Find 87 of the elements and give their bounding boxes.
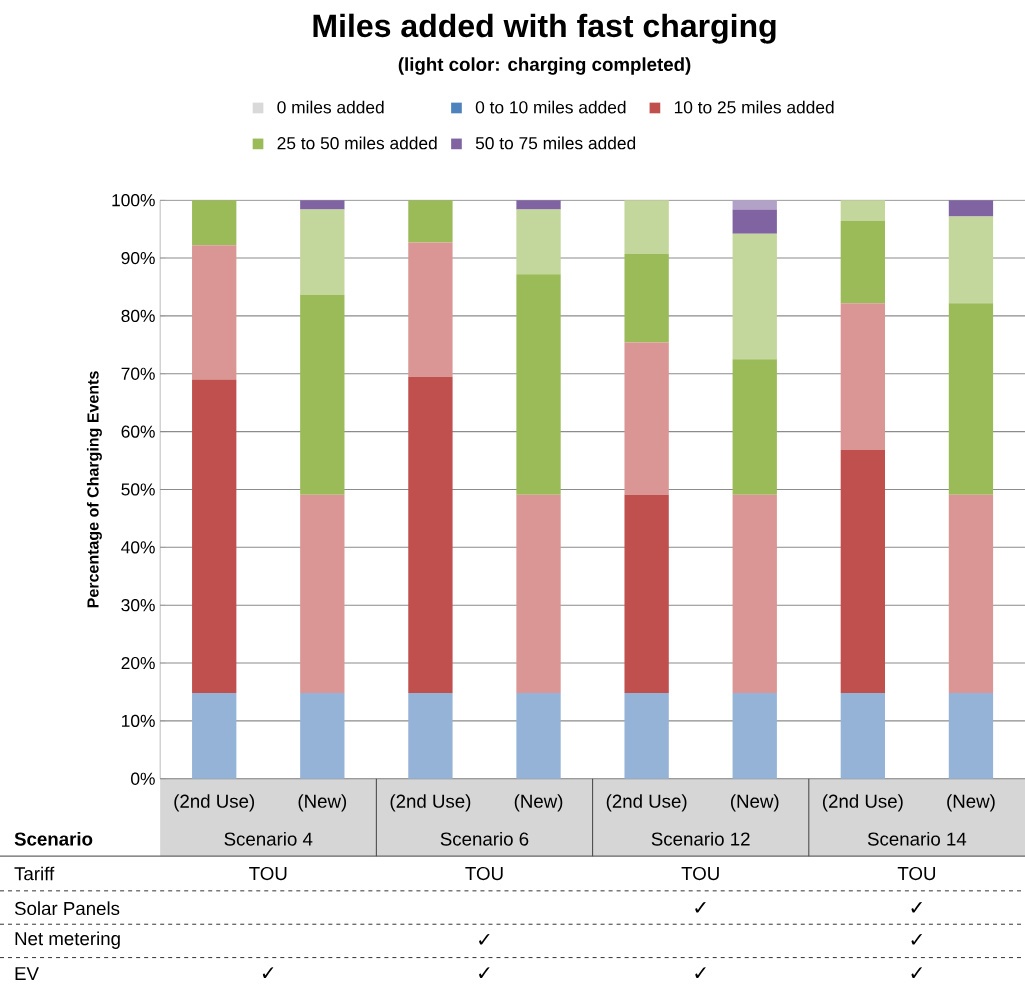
- bar: [732, 200, 777, 210]
- bar: [516, 209, 561, 275]
- legend-label: 50 to 75 miles added: [475, 136, 636, 150]
- bar: [948, 216, 994, 304]
- bar: [300, 294, 345, 495]
- bar: [840, 220, 886, 304]
- bar: [192, 379, 237, 693]
- chart-subtitle: (light color: charging completed): [398, 57, 691, 75]
- bar: [948, 303, 994, 495]
- text: Solar Panels: [14, 901, 120, 915]
- y-tick-label: 100%: [112, 193, 155, 207]
- x-tick-label: (New): [730, 794, 779, 812]
- chart-title: Miles added with fast charging: [313, 13, 776, 44]
- bar: [732, 209, 777, 234]
- bar: [516, 494, 561, 693]
- y-axis-title: Percentage of Charging Events: [86, 371, 102, 608]
- bar: [948, 494, 994, 693]
- y-tick-label: 50%: [121, 483, 155, 496]
- text: ✓: [911, 967, 922, 978]
- x-tick-label: (New): [298, 794, 347, 812]
- bar: [840, 692, 886, 779]
- text: TOU: [465, 866, 503, 880]
- bar: [840, 449, 886, 693]
- bar: [948, 692, 994, 779]
- x-tick-label: (2nd Use): [606, 794, 687, 812]
- text: Tariff: [14, 866, 55, 881]
- bar: [300, 209, 345, 295]
- bar: [192, 200, 237, 246]
- bar: [408, 692, 453, 779]
- bar: [516, 200, 561, 210]
- x-tick-label: (New): [514, 794, 563, 812]
- text: ✓: [479, 933, 490, 945]
- text: ✓: [695, 901, 706, 913]
- bar: [408, 200, 453, 243]
- y-tick-label: 70%: [121, 367, 155, 380]
- text: Scenario 4: [224, 831, 313, 846]
- y-tick-label: 10%: [122, 714, 155, 727]
- legend-label: 0 miles added: [277, 100, 384, 114]
- text: ✓: [262, 967, 274, 978]
- legend-label: 0 to 10 miles added: [475, 100, 626, 114]
- bar: [408, 242, 453, 377]
- text: Net metering: [15, 931, 120, 949]
- text: TOU: [897, 866, 936, 880]
- bar: [408, 376, 453, 693]
- bar: [732, 692, 777, 779]
- text: ✓: [695, 967, 706, 978]
- text: EV: [15, 967, 39, 980]
- bar: [732, 233, 777, 360]
- x-tick-label: (2nd Use): [390, 794, 471, 812]
- x-tick-label: (New): [947, 794, 995, 812]
- bar: [300, 200, 345, 210]
- legend-label: 10 to 25 miles added: [674, 100, 834, 114]
- y-tick-label: 80%: [121, 309, 155, 322]
- text: TOU: [681, 866, 719, 880]
- text: ✓: [911, 933, 922, 945]
- text: Scenario 6: [440, 831, 529, 846]
- bar: [840, 200, 886, 221]
- bar: [624, 494, 669, 693]
- y-tick-label: 0%: [131, 772, 155, 785]
- y-tick-label: 40%: [121, 541, 155, 554]
- y-tick-label: 60%: [121, 425, 155, 438]
- bar: [516, 274, 561, 495]
- bar: [192, 692, 237, 779]
- text: ✓: [479, 967, 490, 978]
- text: ✓: [911, 901, 922, 913]
- bar: [192, 245, 237, 380]
- x-tick-label: (2nd Use): [174, 794, 255, 812]
- y-tick-label: 20%: [121, 656, 155, 670]
- bar: [624, 253, 669, 343]
- bar: [300, 692, 345, 779]
- text: Scenario 12: [651, 831, 750, 846]
- bar: [300, 494, 345, 693]
- bar: [624, 342, 669, 495]
- x-tick-label: (2nd Use): [822, 794, 903, 812]
- text: TOU: [249, 866, 287, 880]
- bar: [840, 303, 886, 450]
- legend-label: 25 to 50 miles added: [277, 136, 437, 150]
- text: Scenario: [14, 831, 93, 846]
- bar: [732, 494, 777, 693]
- text: Scenario 14: [867, 831, 967, 846]
- bar: [516, 692, 561, 779]
- bar: [624, 200, 669, 254]
- y-tick-label: 90%: [121, 251, 155, 265]
- bar: [624, 692, 669, 779]
- bar: [732, 359, 777, 495]
- y-tick-label: 30%: [121, 598, 155, 612]
- bar: [948, 200, 994, 217]
